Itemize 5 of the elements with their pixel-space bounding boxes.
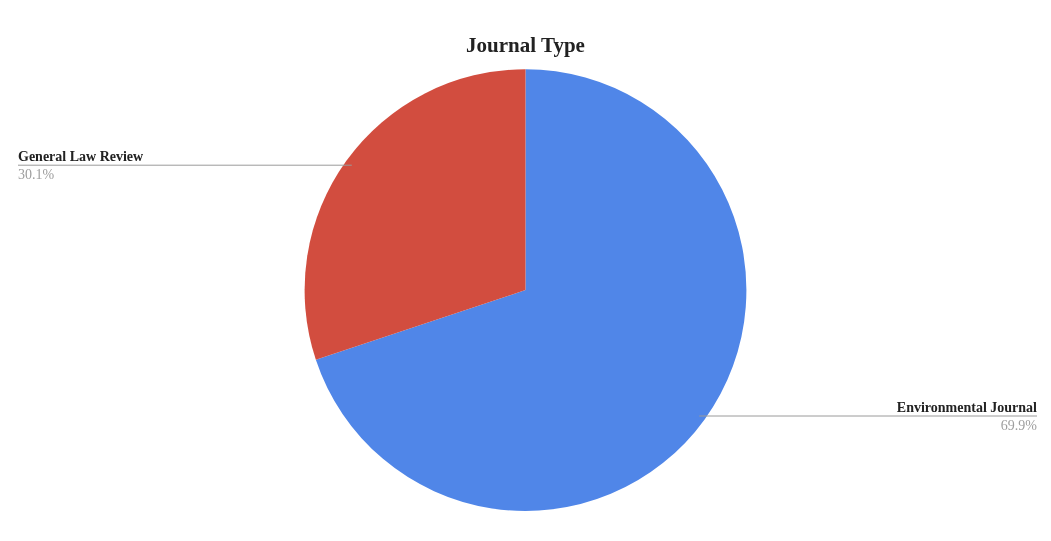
data-label: 30.1% [18, 167, 55, 183]
slice-label: Environmental Journal [896, 399, 1038, 415]
slice-label: General Law Review [18, 148, 145, 164]
chart-title: Journal Type [466, 33, 585, 58]
data-label: 69.9% [1000, 418, 1038, 434]
